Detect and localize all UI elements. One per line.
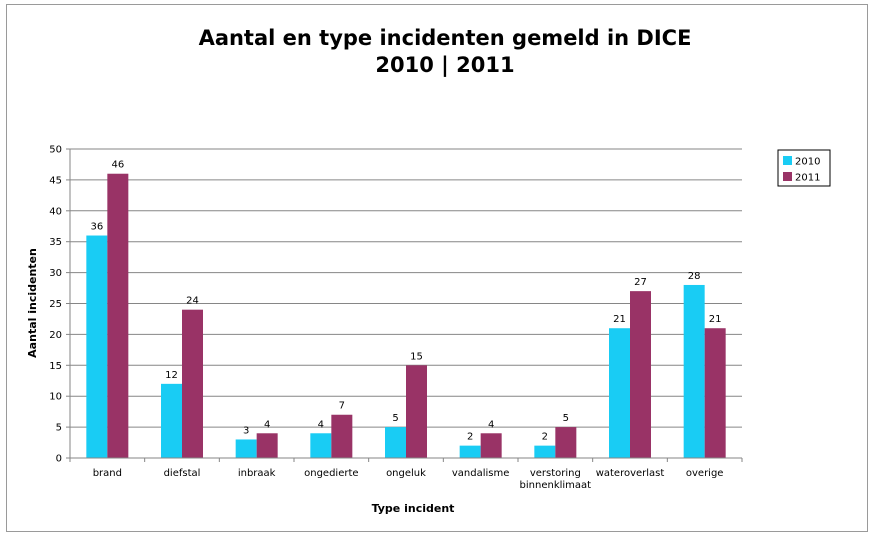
data-label: 5: [563, 413, 569, 424]
bar-2010: [683, 284, 705, 458]
x-tick-label: ongeluk: [386, 468, 426, 479]
data-label: 21: [709, 314, 722, 325]
bar-2011: [406, 365, 427, 458]
data-label: 7: [339, 401, 345, 412]
data-label: 15: [410, 351, 423, 362]
data-label: 24: [186, 296, 199, 307]
legend-swatch: [783, 172, 792, 181]
y-tick-label: 35: [49, 237, 62, 248]
bar-2010: [534, 445, 556, 458]
bar-2011: [480, 433, 502, 458]
bar-2011: [107, 173, 129, 458]
bar-2010: [459, 445, 481, 458]
bar-2010: [161, 383, 182, 458]
bar-2011: [630, 291, 651, 458]
data-label: 3: [243, 425, 249, 436]
data-label: 2: [467, 432, 473, 443]
x-tick-label: vandalisme: [452, 468, 510, 479]
y-tick-label: 30: [49, 268, 62, 279]
data-label: 4: [264, 419, 270, 430]
x-tick-label: ongedierte: [304, 468, 358, 479]
data-label: 27: [634, 277, 647, 288]
x-tick-label: diefstal: [164, 468, 201, 479]
legend-label: 2010: [795, 157, 820, 168]
y-tick-label: 40: [49, 206, 62, 217]
y-axis-title: Aantal incidenten: [26, 248, 39, 358]
bars: [86, 173, 726, 458]
data-label: 36: [90, 222, 103, 233]
data-label: 12: [165, 370, 178, 381]
bar-2010: [609, 328, 630, 458]
x-tick-label: inbraak: [238, 468, 276, 479]
data-label: 46: [111, 160, 124, 171]
legend-label: 2011: [795, 173, 820, 184]
y-tick-label: 15: [49, 361, 62, 372]
y-tick-label: 20: [49, 330, 62, 341]
x-tick-label: overige: [686, 468, 724, 479]
legend-swatch: [783, 156, 792, 165]
y-tick-label: 0: [56, 454, 62, 465]
y-tick-label: 45: [49, 175, 62, 186]
y-tick-label: 10: [49, 392, 62, 403]
chart-title-line: 2010 | 2011: [375, 53, 514, 78]
y-tick-label: 5: [56, 423, 62, 434]
x-tick-label: brand: [93, 468, 122, 479]
bar-2011: [331, 414, 353, 458]
bar-2010: [385, 427, 406, 458]
data-label: 21: [613, 314, 626, 325]
y-tick-label: 25: [49, 299, 62, 310]
bar-2011: [256, 433, 278, 458]
data-label: 28: [688, 271, 701, 282]
bar-2011: [182, 309, 203, 458]
x-axis-title: Type incident: [372, 502, 455, 515]
data-label: 4: [488, 419, 494, 430]
x-tick-label: verstoring binnenklimaat: [520, 468, 592, 491]
bar-2011: [704, 328, 726, 458]
chart-title-line: Aantal en type incidenten gemeld in DICE: [199, 26, 692, 50]
bar-2010: [235, 439, 257, 458]
data-label: 4: [318, 419, 324, 430]
x-tick-label: wateroverlast: [596, 468, 665, 479]
legend: 2010 2011: [777, 149, 831, 187]
data-label: 5: [392, 413, 398, 424]
chart-title: Aantal en type incidenten gemeld in DICE…: [199, 26, 692, 78]
data-label: 2: [542, 432, 548, 443]
bar-2011: [555, 427, 577, 458]
bar-2010: [310, 433, 332, 458]
bar-2010: [86, 235, 108, 458]
y-tick-label: 50: [49, 145, 62, 156]
